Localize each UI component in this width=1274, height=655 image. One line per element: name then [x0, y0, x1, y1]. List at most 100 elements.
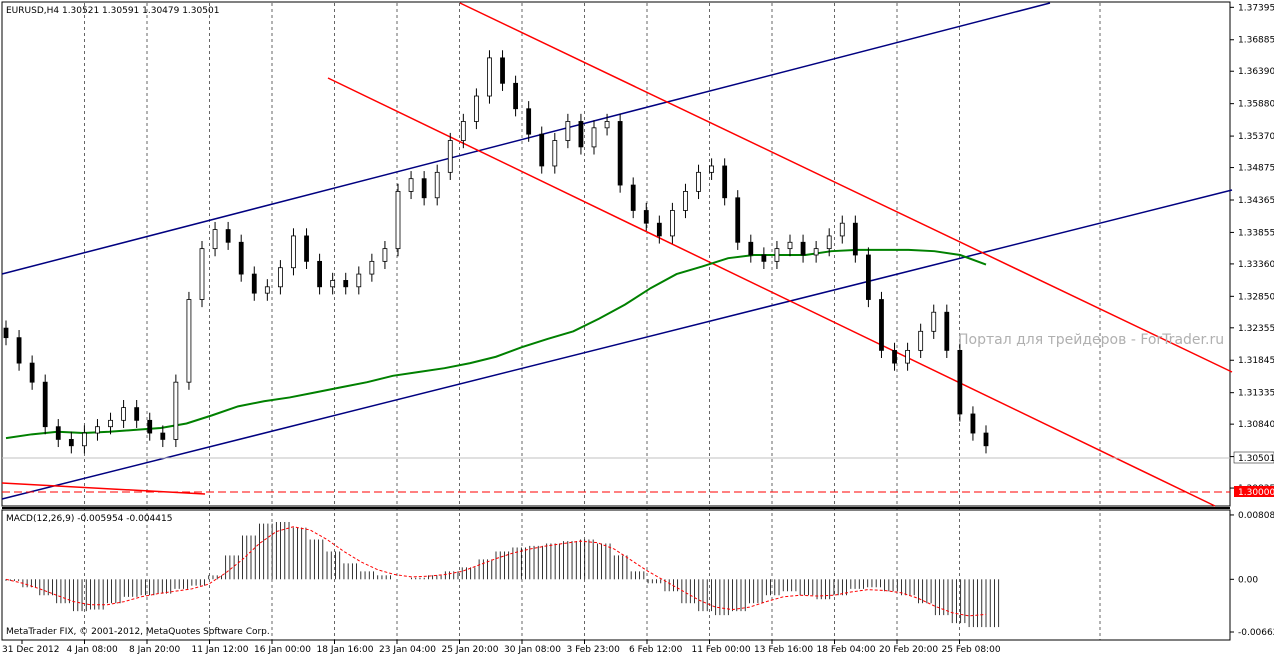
candle-body — [526, 108, 532, 135]
price-tick-label: 1.35880 — [1238, 100, 1274, 110]
candle-body — [82, 432, 87, 447]
macd-tick-label: 0.008087 — [1238, 511, 1274, 521]
candle-body — [826, 235, 832, 250]
candle-body — [970, 413, 976, 434]
candle-body — [578, 121, 584, 148]
time-tick-label: 18 Feb 04:00 — [817, 645, 876, 655]
main-chart-frame — [1, 1, 1231, 507]
macd-header: MACD(12,26,9) -0.005954 -0.004415 — [6, 514, 172, 524]
price-tick-label: 1.31845 — [1238, 356, 1274, 366]
price-tick-label: 1.30840 — [1238, 420, 1274, 430]
candle-body — [591, 127, 597, 148]
time-axis[interactable]: 31 Dec 2012 4 Jan 08:00 8 Jan 20:00 11 Jan … — [2, 640, 1001, 655]
blue-channel-upper-line[interactable] — [1, 2, 1051, 275]
candle-body — [356, 273, 362, 288]
trend-channels[interactable] — [1, 2, 1233, 507]
candlestick-series — [3, 50, 989, 454]
candle-body — [473, 95, 479, 122]
symbol-header: EURUSD,H4 1.30521 1.30591 1.30479 1.3050… — [6, 6, 219, 16]
time-tick-label: 3 Feb 23:00 — [567, 645, 621, 655]
candle-body — [343, 280, 349, 288]
candle-body — [55, 426, 61, 440]
candle-body — [931, 311, 937, 332]
candle-body — [696, 171, 701, 192]
candle-body — [774, 248, 780, 262]
time-tick-label: 30 Jan 08:00 — [504, 645, 561, 655]
candle-body — [656, 222, 662, 237]
candle-body — [787, 241, 793, 250]
candle-body — [460, 121, 466, 141]
candle-body — [670, 210, 675, 237]
time-tick-label: 4 Jan 08:00 — [67, 645, 119, 655]
candle-body — [160, 432, 166, 440]
blue-channel-lower-line[interactable] — [1, 189, 1233, 500]
candle-body — [212, 229, 218, 250]
macd-tick-label: 0.00 — [1238, 575, 1258, 585]
candle-body — [552, 140, 558, 167]
level-price-label: 1.30000 — [1234, 486, 1274, 498]
current-price-label: 1.30501 — [1233, 451, 1274, 464]
red-channel-lower-line[interactable] — [327, 77, 1216, 507]
candle-body — [709, 165, 714, 173]
candle-body — [617, 121, 623, 186]
time-tick-label: 6 Feb 12:00 — [629, 645, 683, 655]
candle-body — [408, 178, 414, 192]
candle-body — [317, 260, 323, 288]
time-tick-label: 25 Jan 20:00 — [442, 645, 499, 655]
candle-body — [147, 419, 153, 434]
price-axis[interactable]: 1.37395 1.36885 1.36390 1.35880 1.35370 1.348… — [1230, 3, 1274, 494]
candle-body — [539, 133, 545, 167]
price-tick-label: 1.37395 — [1238, 3, 1274, 13]
candle-body — [748, 241, 754, 256]
candle-body — [68, 439, 74, 447]
time-tick-label: 31 Dec 2012 — [2, 645, 60, 655]
price-tick-label: 1.34875 — [1238, 164, 1274, 174]
candle-body — [918, 330, 924, 351]
time-tick-label: 20 Feb 20:00 — [879, 645, 938, 655]
candle-body — [251, 273, 257, 294]
candle-body — [630, 184, 636, 211]
price-tick-label: 1.33855 — [1238, 228, 1274, 238]
candle-body — [199, 248, 205, 300]
current-price-text: 1.30501 — [1238, 454, 1274, 464]
candle-body — [683, 191, 688, 211]
macd-signal-line — [5, 526, 987, 617]
candle-body — [434, 171, 440, 199]
candle-body — [944, 311, 950, 351]
macd-subwindow-frame — [1, 509, 1231, 641]
candle-body — [277, 267, 283, 288]
time-tick-label: 11 Feb 00:00 — [692, 645, 751, 655]
candle-body — [238, 241, 244, 275]
candle-body — [16, 337, 22, 364]
candle-body — [852, 222, 858, 256]
candle-body — [487, 57, 492, 97]
candle-body — [813, 248, 819, 256]
candle-body — [108, 419, 113, 428]
candle-body — [643, 210, 649, 224]
candle-body — [330, 280, 336, 288]
price-tick-label: 1.34365 — [1238, 196, 1274, 206]
candle-body — [395, 191, 401, 250]
time-tick-label: 8 Jan 20:00 — [129, 645, 181, 655]
candle-body — [42, 381, 48, 428]
red-channel-upper-line[interactable] — [459, 2, 1233, 373]
copyright-text: MetaTrader FIX, © 2001-2012, MetaQuotes … — [6, 627, 270, 637]
candle-body — [95, 426, 100, 434]
time-tick-label: 13 Feb 16:00 — [754, 645, 813, 655]
candle-body — [879, 299, 884, 351]
candle-body — [866, 254, 871, 300]
moving-average-line — [5, 248, 987, 440]
price-tick-label: 1.36885 — [1238, 36, 1274, 46]
candle-body — [722, 165, 728, 199]
candle-body — [291, 235, 296, 269]
candle-body — [839, 222, 845, 237]
candle-body — [565, 121, 571, 141]
candle-body — [304, 235, 309, 262]
candle-body — [800, 241, 806, 256]
candle-body — [173, 381, 179, 440]
price-tick-label: 1.32355 — [1238, 324, 1274, 334]
candle-body — [761, 254, 767, 262]
watermark-text: Портал для трейдеров - ForTrader.ru — [958, 332, 1224, 348]
